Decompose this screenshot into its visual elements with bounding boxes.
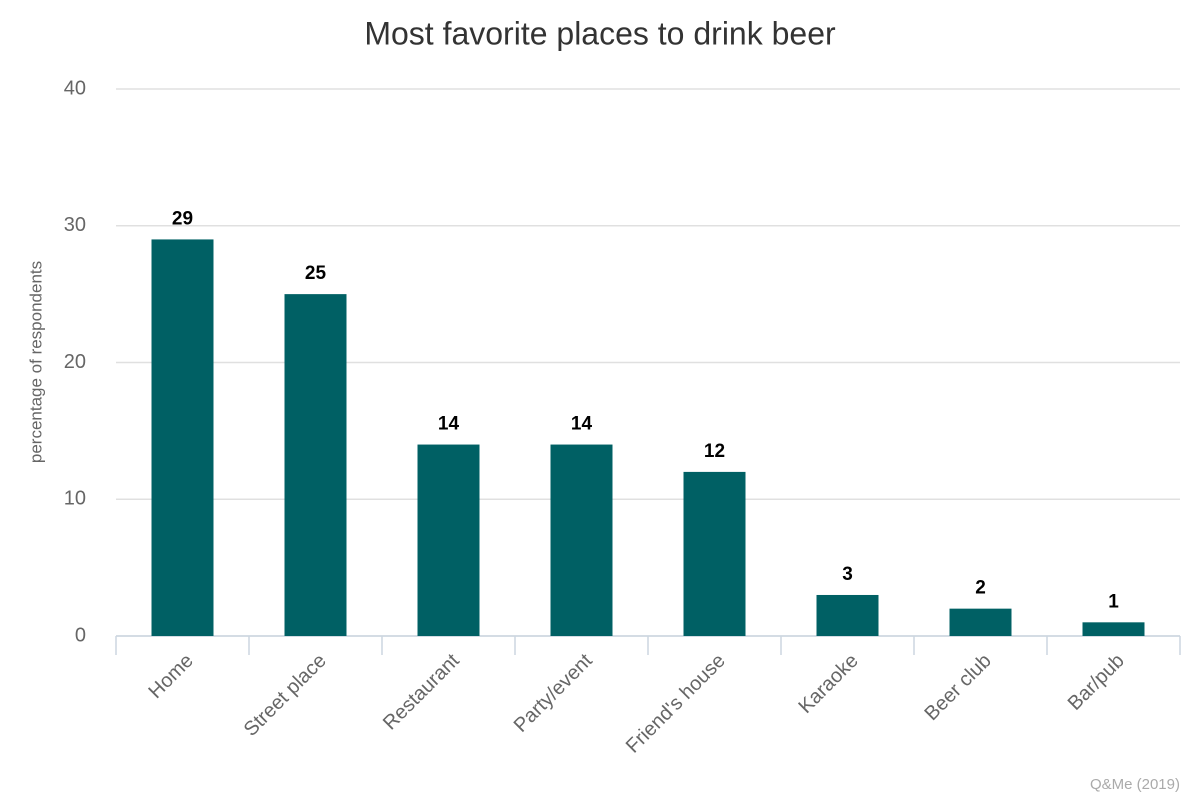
bar [417, 444, 480, 636]
x-tick-label: Home [144, 650, 197, 703]
x-tick-label: Street place [240, 650, 331, 741]
y-tick-label: 40 [64, 77, 86, 99]
data-label: 12 [704, 441, 725, 462]
bar [816, 594, 879, 636]
source: Q&Me (2019) [1090, 776, 1180, 793]
data-label: 3 [842, 564, 853, 585]
data-label: 2 [975, 578, 986, 599]
y-tick-label: 10 [64, 488, 86, 510]
y-axis-label: percentage of respondents [26, 261, 45, 463]
bar [683, 471, 746, 636]
x-tick-label: Restaurant [379, 649, 464, 734]
bar [151, 239, 214, 637]
x-tick-label: Bar/pub [1064, 650, 1129, 715]
data-label: 25 [305, 263, 327, 284]
bar [284, 294, 347, 636]
bar [949, 608, 1012, 636]
data-label: 29 [172, 208, 193, 229]
bar [1082, 622, 1145, 636]
y-tick-label: 0 [75, 624, 86, 646]
data-label: 1 [1108, 591, 1119, 612]
x-tick-label: Beer club [920, 650, 995, 725]
x-tick-label: Party/event [510, 649, 597, 736]
x-tick-label: Friend's house [622, 650, 730, 758]
y-tick-label: 20 [64, 351, 86, 373]
x-tick-label: Karaoke [795, 650, 863, 718]
chart-title: Most favorite places to drink beer [364, 15, 836, 51]
data-label: 14 [438, 414, 460, 435]
bar [550, 444, 613, 636]
y-tick-label: 30 [64, 214, 86, 236]
data-label: 14 [571, 414, 593, 435]
